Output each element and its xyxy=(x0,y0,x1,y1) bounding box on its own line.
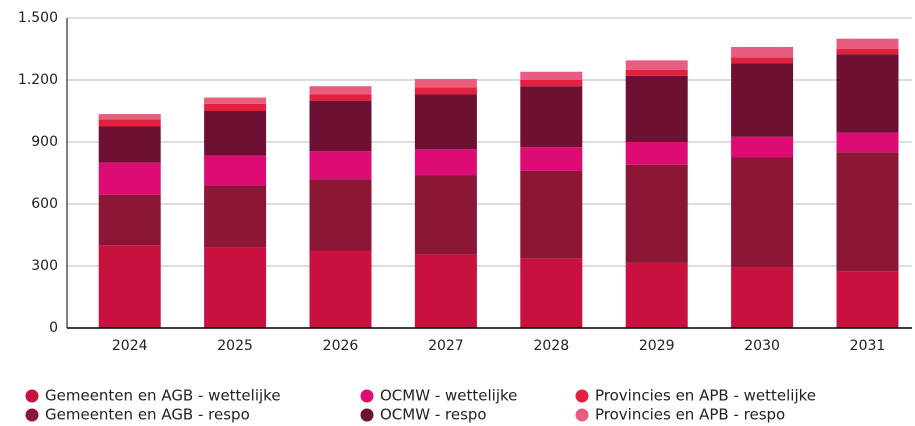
y-tick-label: 1.200 xyxy=(18,72,58,88)
bar-segment xyxy=(836,49,899,55)
bar-segment xyxy=(520,80,583,87)
bar-segment xyxy=(414,175,477,255)
bar-segment xyxy=(625,142,688,165)
bar-segment xyxy=(414,87,477,95)
bar-segment xyxy=(625,60,688,70)
bar-segment xyxy=(836,152,899,272)
bar-segment xyxy=(520,147,583,171)
bar-segment xyxy=(309,250,372,328)
y-tick-label: 900 xyxy=(31,134,58,150)
legend-swatch xyxy=(360,389,374,403)
bar-segment xyxy=(309,100,372,152)
legend-label: Provincies en APB - respo xyxy=(595,406,785,424)
bar-segment xyxy=(836,38,899,49)
bar-segment xyxy=(625,262,688,328)
bar-segment xyxy=(98,194,161,246)
y-tick-label: 1.500 xyxy=(18,10,58,26)
bar-segment xyxy=(414,149,477,176)
bar-segment xyxy=(731,267,794,328)
x-tick-label: 2024 xyxy=(112,338,148,354)
bar-segment xyxy=(731,157,794,268)
bar-segment xyxy=(204,111,267,156)
x-tick-label: 2028 xyxy=(533,338,569,354)
bar-segment xyxy=(309,86,372,95)
bar-segment xyxy=(520,71,583,80)
x-tick-label: 2025 xyxy=(217,338,253,354)
bar-segment xyxy=(836,271,899,328)
bar-segment xyxy=(625,164,688,263)
bar-segment xyxy=(625,69,688,76)
legend-label: Gemeenten en AGB - respo xyxy=(45,406,250,424)
legend-swatch xyxy=(25,389,39,403)
legend-swatch xyxy=(575,389,589,403)
x-tick-label: 2031 xyxy=(850,338,886,354)
legend-label: OCMW - wettelijke xyxy=(380,387,517,405)
bar-segment xyxy=(836,132,899,153)
bar-segment xyxy=(309,179,372,251)
legend-swatch xyxy=(25,408,39,422)
bar-segment xyxy=(309,94,372,101)
bar-segment xyxy=(98,114,161,120)
x-tick-label: 2027 xyxy=(428,338,464,354)
bar-segment xyxy=(625,75,688,142)
bar-segment xyxy=(520,258,583,328)
y-tick-label: 300 xyxy=(31,258,58,274)
bar-segment xyxy=(309,151,372,180)
legend-swatch xyxy=(575,408,589,422)
bar-segment xyxy=(98,126,161,163)
x-tick-label: 2030 xyxy=(744,338,780,354)
bar-segment xyxy=(414,254,477,328)
bar-segment xyxy=(731,46,794,58)
bar-segment xyxy=(98,119,161,127)
bar-segment xyxy=(204,247,267,328)
bar-segment xyxy=(731,57,794,64)
legend-label: Provincies en APB - wettelijke xyxy=(595,387,816,405)
bar-segment xyxy=(414,78,477,88)
bar-segment xyxy=(836,54,899,133)
y-tick-label: 600 xyxy=(31,196,58,212)
bar-segment xyxy=(204,97,267,104)
bar-segment xyxy=(204,103,267,111)
x-tick-label: 2029 xyxy=(639,338,675,354)
y-tick-label: 0 xyxy=(49,320,58,336)
bar-segment xyxy=(731,136,794,158)
bar-segment xyxy=(520,86,583,148)
bar-segment xyxy=(204,155,267,186)
bar-segment xyxy=(414,94,477,150)
legend-swatch xyxy=(360,408,374,422)
bar-segment xyxy=(98,162,161,195)
bar-segment xyxy=(731,63,794,137)
legend-label: Gemeenten en AGB - wettelijke xyxy=(45,387,281,405)
bar-segment xyxy=(520,170,583,259)
bar-segment xyxy=(98,245,161,328)
legend-label: OCMW - respo xyxy=(380,406,487,424)
bar-segment xyxy=(204,185,267,248)
x-tick-label: 2026 xyxy=(323,338,359,354)
